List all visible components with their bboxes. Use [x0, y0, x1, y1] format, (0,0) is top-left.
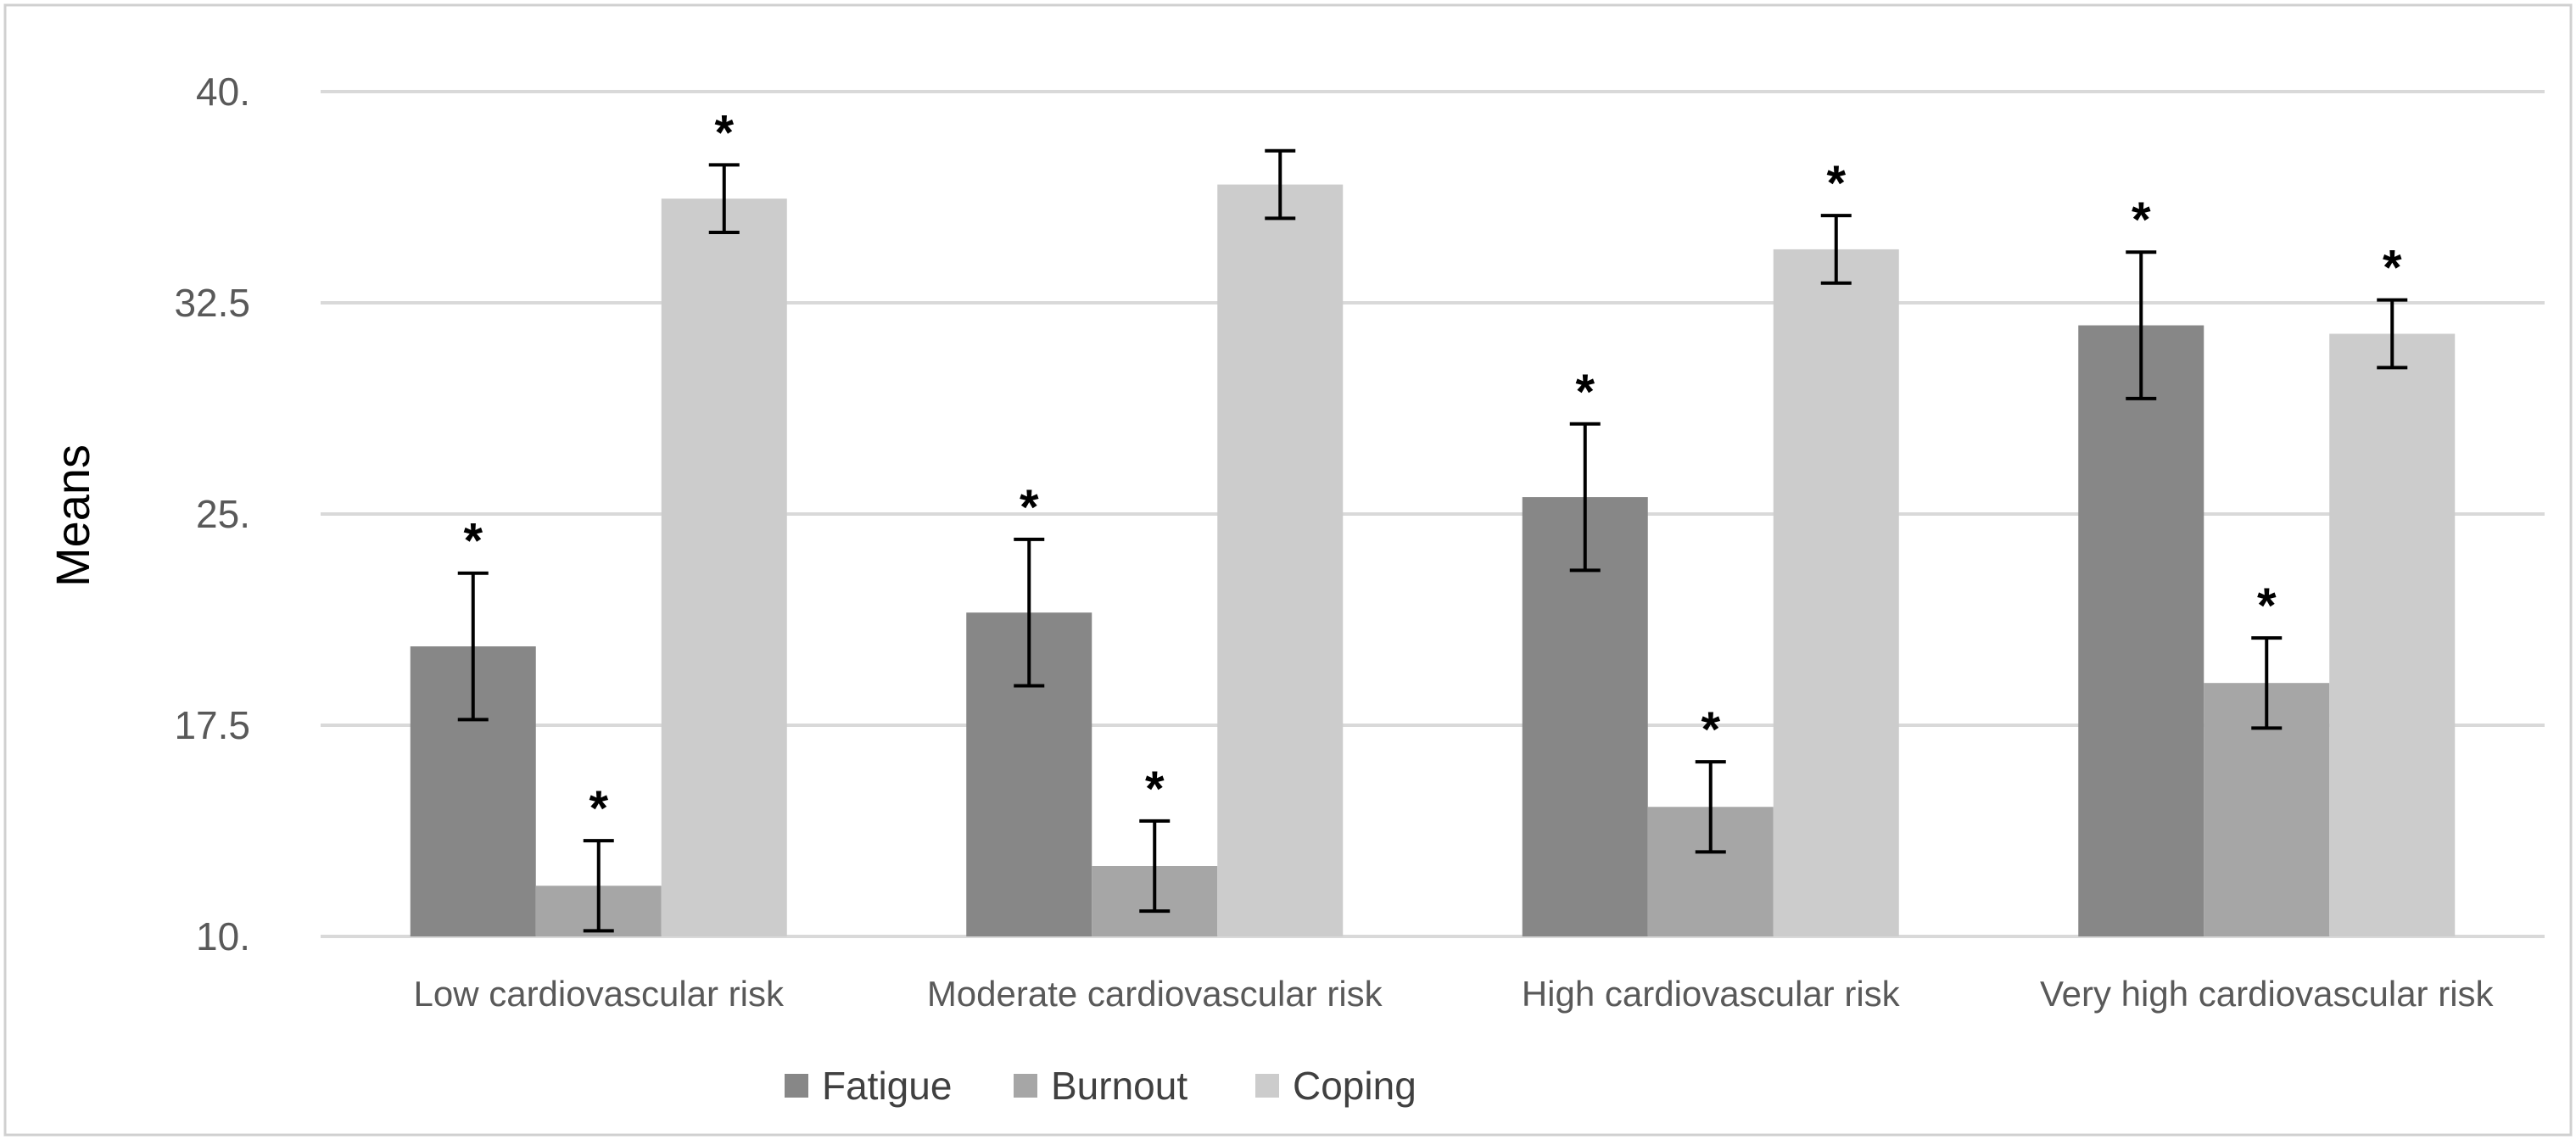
y-tick-label: 10.	[196, 914, 250, 958]
y-axis-title: Means	[46, 444, 99, 587]
bar-coping	[1773, 249, 1899, 936]
y-tick-label: 17.5	[174, 703, 250, 747]
significance-asterisk: *	[589, 781, 608, 836]
y-tick-label: 32.5	[174, 281, 250, 325]
significance-asterisk: *	[2383, 241, 2402, 296]
significance-asterisk: *	[1701, 702, 1720, 757]
legend: Fatigue Burnout Coping	[785, 1064, 1417, 1108]
legend-label-coping: Coping	[1293, 1064, 1417, 1108]
significance-asterisk: *	[1145, 762, 1165, 817]
y-axis-ticks: 10. 17.5 25. 32.5 40.	[174, 70, 250, 958]
significance-asterisk: *	[714, 105, 734, 160]
legend-label-burnout: Burnout	[1051, 1064, 1187, 1108]
bar-coping	[661, 198, 787, 936]
bar-coping	[1217, 184, 1344, 936]
bar-fatigue	[2078, 325, 2204, 936]
bar-coping	[2329, 333, 2456, 936]
significance-asterisk: *	[1575, 365, 1595, 420]
legend-swatch-burnout	[1014, 1074, 1037, 1098]
legend-swatch-fatigue	[785, 1074, 808, 1098]
x-category-label: Moderate cardiovascular risk	[927, 974, 1383, 1014]
significance-asterisk: *	[2257, 578, 2277, 634]
error-bars	[457, 148, 2408, 933]
significance-asterisk: *	[1020, 480, 1039, 535]
x-category-label: High cardiovascular risk	[1522, 974, 1901, 1014]
x-axis-categories: Low cardiovascular risk Moderate cardiova…	[414, 974, 2495, 1014]
x-category-label: Low cardiovascular risk	[414, 974, 785, 1014]
x-category-label: Very high cardiovascular risk	[2040, 974, 2495, 1014]
legend-label-fatigue: Fatigue	[822, 1064, 952, 1108]
significance-marks: * * * * * * * * * * *	[463, 105, 2402, 836]
significance-asterisk: *	[463, 514, 483, 569]
significance-asterisk: *	[2132, 193, 2151, 248]
legend-swatch-coping	[1255, 1074, 1279, 1098]
significance-asterisk: *	[1826, 156, 1846, 211]
y-tick-label: 25.	[196, 492, 250, 536]
y-tick-label: 40.	[196, 70, 250, 114]
